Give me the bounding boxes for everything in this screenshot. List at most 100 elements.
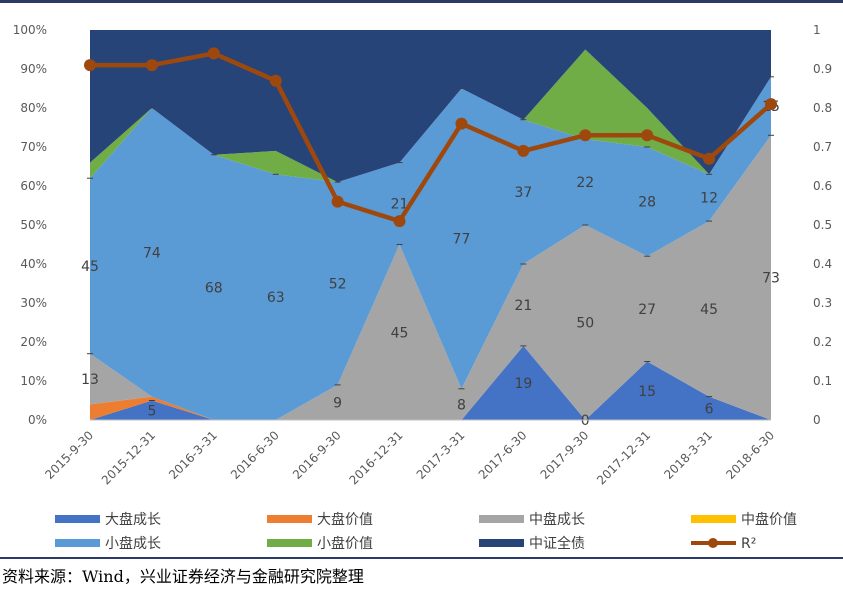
legend-label: R² bbox=[741, 536, 756, 552]
y-left-tick-label: 70% bbox=[20, 140, 47, 154]
x-tick-label: 2017-9-30 bbox=[538, 428, 592, 482]
y-left-tick-label: 30% bbox=[20, 296, 47, 310]
r2-point bbox=[393, 215, 406, 228]
y-right-tick-label: 0.7 bbox=[813, 140, 832, 154]
legend-label: 中盘价值 bbox=[741, 511, 797, 528]
data-label: 63 bbox=[267, 290, 285, 306]
legend-label: 大盘成长 bbox=[105, 511, 161, 528]
y-left-tick-label: 50% bbox=[20, 218, 47, 232]
y-right-tick-label: 0.9 bbox=[813, 62, 832, 76]
y-right-tick-label: 0 bbox=[813, 413, 821, 427]
r2-point bbox=[84, 59, 96, 72]
legend-swatch bbox=[691, 515, 736, 523]
y-left-tick-label: 20% bbox=[20, 335, 47, 349]
y-left-tick-label: 60% bbox=[20, 179, 47, 193]
data-label: 28 bbox=[638, 195, 656, 211]
data-label: 22 bbox=[576, 175, 594, 191]
data-label: 19 bbox=[514, 376, 532, 392]
data-label: 74 bbox=[143, 245, 161, 261]
area-chart: 5 19 0 15 6 13 9 45 8 21 50 27 45 73 45 74 68 63 52 21 77 37 2… bbox=[13, 23, 832, 552]
data-label: 27 bbox=[638, 302, 656, 318]
r2-point bbox=[765, 98, 777, 111]
y-left-tick-label: 10% bbox=[20, 374, 47, 388]
data-label: 52 bbox=[329, 277, 347, 293]
legend-swatch bbox=[267, 515, 312, 523]
legend-swatch bbox=[267, 539, 312, 547]
data-label: 68 bbox=[205, 280, 223, 296]
x-tick-label: 2015-12-31 bbox=[99, 428, 158, 487]
r2-point bbox=[517, 144, 530, 157]
y-left-tick-label: 100% bbox=[13, 23, 47, 37]
source-note: 资料来源：Wind，兴业证券经济与金融研究院整理 bbox=[2, 567, 364, 586]
data-label: 21 bbox=[514, 298, 532, 314]
data-label: 15 bbox=[638, 384, 656, 400]
area-7 bbox=[90, 30, 771, 183]
y-left-tick-label: 80% bbox=[20, 101, 47, 115]
y-right-tick-label: 0.5 bbox=[813, 218, 832, 232]
x-tick-label: 2016-6-30 bbox=[228, 428, 282, 482]
x-tick-label: 2018-3-31 bbox=[661, 428, 715, 482]
legend-swatch bbox=[479, 515, 524, 523]
x-tick-label: 2016-12-31 bbox=[346, 428, 405, 487]
r2-point bbox=[703, 152, 716, 165]
y-left-tick-label: 0% bbox=[28, 413, 47, 427]
data-label: 21 bbox=[391, 197, 409, 213]
legend-item: 小盘成长 bbox=[55, 535, 161, 552]
legend-item: 中盘价值 bbox=[691, 511, 797, 528]
legend-item: R² bbox=[691, 536, 756, 552]
x-tick-label: 2017-3-31 bbox=[414, 428, 468, 482]
area-1 bbox=[90, 345, 771, 420]
y-right-tick-label: 1 bbox=[813, 23, 821, 37]
y-left-tick-label: 40% bbox=[20, 257, 47, 271]
data-label: 45 bbox=[391, 325, 409, 341]
legend-label: 小盘价值 bbox=[317, 535, 373, 552]
y-left-tick-label: 90% bbox=[20, 62, 47, 76]
x-tick-label: 2017-6-30 bbox=[476, 428, 530, 482]
legend-marker bbox=[708, 538, 718, 548]
data-label: 6 bbox=[705, 401, 714, 417]
x-tick-label: 2016-3-31 bbox=[166, 428, 220, 482]
y-right-tick-label: 0.3 bbox=[813, 296, 832, 310]
data-label: 73 bbox=[762, 271, 780, 287]
r2-line bbox=[90, 51, 773, 224]
legend-item: 中证全债 bbox=[479, 535, 585, 552]
data-label: 45 bbox=[81, 259, 99, 275]
legend-item: 小盘价值 bbox=[267, 535, 373, 552]
r2-point bbox=[145, 59, 158, 72]
legend-item: 中盘成长 bbox=[479, 511, 585, 528]
y-right-tick-label: 0.8 bbox=[813, 101, 832, 115]
x-tick-label: 2015-9-30 bbox=[42, 428, 96, 482]
legend-label: 中证全债 bbox=[529, 535, 585, 552]
bottom-rule bbox=[0, 557, 843, 559]
legend-label: 小盘成长 bbox=[105, 535, 161, 552]
area-6 bbox=[90, 49, 771, 183]
y-right-tick-label: 0.6 bbox=[813, 179, 832, 193]
data-label: 13 bbox=[81, 372, 99, 388]
data-label: 8 bbox=[457, 397, 466, 413]
x-tick-label: 2017-12-31 bbox=[594, 428, 653, 487]
y-right-tick-label: 0.2 bbox=[813, 335, 832, 349]
data-label: 77 bbox=[453, 232, 471, 248]
data-label: 37 bbox=[514, 185, 532, 201]
data-label: 45 bbox=[700, 302, 718, 318]
r2-point bbox=[579, 129, 592, 142]
data-label: 9 bbox=[333, 395, 342, 411]
top-rule bbox=[0, 0, 843, 3]
r2-point bbox=[207, 47, 220, 60]
legend-swatch bbox=[55, 539, 100, 547]
data-label: 50 bbox=[576, 316, 594, 332]
r2-point bbox=[331, 195, 344, 208]
data-label: 5 bbox=[147, 403, 156, 419]
area-5 bbox=[90, 76, 771, 421]
r2-point bbox=[269, 74, 282, 87]
r2-point bbox=[641, 129, 654, 142]
y-right-tick-label: 0.4 bbox=[813, 257, 832, 271]
legend-item: 大盘成长 bbox=[55, 511, 161, 528]
r2-point bbox=[455, 117, 468, 130]
data-label: 12 bbox=[700, 191, 718, 207]
legend-label: 大盘价值 bbox=[317, 511, 373, 528]
area-3 bbox=[90, 135, 771, 421]
y-right-tick-label: 0.1 bbox=[813, 374, 832, 388]
x-tick-label: 2016-9-30 bbox=[290, 428, 344, 482]
